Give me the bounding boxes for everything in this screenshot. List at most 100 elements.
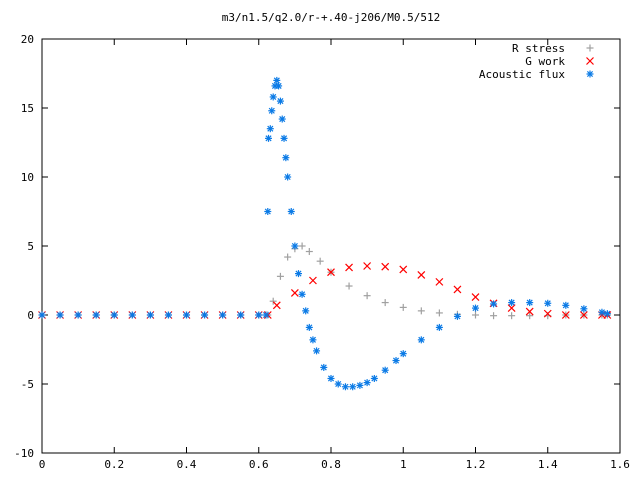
- data-point-acoustic-flux: [472, 304, 479, 312]
- data-point-acoustic-flux: [320, 363, 328, 371]
- data-point-r-stress: [490, 312, 498, 320]
- data-point-r-stress: [316, 257, 324, 265]
- y-tick-label: 0: [27, 309, 34, 322]
- data-point-acoustic-flux: [219, 311, 227, 319]
- data-point-acoustic-flux: [598, 308, 606, 316]
- data-point-acoustic-flux: [255, 311, 263, 319]
- data-point-r-stress: [526, 312, 534, 320]
- data-point-acoustic-flux: [490, 300, 498, 308]
- x-tick-label: 0.4: [177, 458, 197, 471]
- data-point-g-work: [525, 307, 534, 316]
- data-point-g-work: [399, 265, 408, 274]
- series-r-stress: [38, 242, 611, 320]
- data-point-g-work: [327, 268, 335, 277]
- data-point-acoustic-flux: [302, 307, 310, 315]
- data-point-acoustic-flux: [287, 208, 295, 215]
- data-point-r-stress: [381, 299, 389, 307]
- x-tick-label: 1.6: [610, 458, 630, 471]
- legend-label-g-work: G work: [525, 55, 565, 68]
- data-point-acoustic-flux: [56, 311, 64, 319]
- data-point-r-stress: [269, 297, 277, 305]
- data-point-acoustic-flux: [381, 366, 389, 374]
- series-g-work: [38, 262, 612, 319]
- series-acoustic-flux: [38, 76, 611, 391]
- data-point-acoustic-flux: [92, 311, 100, 319]
- data-point-g-work: [579, 311, 588, 319]
- chart-title: m3/n1.5/q2.0/r-+.40-j206/M0.5/512: [222, 11, 441, 24]
- data-point-acoustic-flux: [38, 311, 46, 319]
- y-tick-label: 10: [21, 171, 34, 184]
- data-point-acoustic-flux: [341, 383, 349, 391]
- data-point-g-work: [417, 271, 426, 279]
- y-tick-label: 20: [21, 33, 34, 46]
- data-point-acoustic-flux: [164, 311, 172, 319]
- data-point-g-work: [543, 309, 552, 318]
- data-point-acoustic-flux: [392, 357, 400, 365]
- data-point-acoustic-flux: [266, 125, 274, 133]
- data-point-acoustic-flux: [262, 311, 270, 319]
- data-point-acoustic-flux: [294, 270, 302, 278]
- data-point-acoustic-flux: [183, 311, 190, 319]
- data-point-acoustic-flux: [526, 299, 534, 307]
- data-point-acoustic-flux: [417, 336, 425, 344]
- data-point-acoustic-flux: [269, 93, 277, 101]
- data-point-acoustic-flux: [370, 374, 378, 382]
- data-point-acoustic-flux: [282, 154, 290, 162]
- data-point-acoustic-flux: [268, 107, 276, 115]
- data-point-r-stress: [417, 307, 425, 315]
- data-point-acoustic-flux: [508, 299, 516, 307]
- y-tick-label: -5: [21, 378, 34, 391]
- data-point-acoustic-flux: [110, 311, 118, 319]
- x-tick-label: 0.2: [104, 458, 124, 471]
- y-tick-label: 5: [27, 240, 34, 253]
- legend-label-acoustic-flux: Acoustic flux: [479, 68, 565, 81]
- series-layer: [38, 76, 612, 391]
- data-point-g-work: [272, 301, 281, 310]
- data-point-acoustic-flux: [356, 381, 364, 389]
- data-point-acoustic-flux: [273, 76, 281, 84]
- data-point-acoustic-flux: [544, 299, 552, 307]
- legend-marker-r-stress: [586, 44, 594, 52]
- data-point-r-stress: [435, 309, 443, 317]
- data-point-g-work: [290, 288, 299, 297]
- data-point-acoustic-flux: [74, 311, 82, 319]
- data-point-acoustic-flux: [264, 208, 272, 215]
- data-point-acoustic-flux: [305, 323, 313, 331]
- data-point-acoustic-flux: [265, 134, 273, 142]
- data-point-r-stress: [284, 253, 292, 261]
- x-tick-label: 0: [39, 458, 46, 471]
- data-point-acoustic-flux: [298, 290, 306, 298]
- data-point-acoustic-flux: [275, 82, 283, 90]
- data-point-g-work: [507, 304, 516, 313]
- y-tick-label: -10: [14, 447, 34, 460]
- data-point-g-work: [453, 285, 462, 294]
- data-point-acoustic-flux: [363, 379, 371, 387]
- data-point-acoustic-flux: [237, 311, 245, 319]
- data-point-acoustic-flux: [284, 173, 292, 181]
- data-point-g-work: [561, 311, 570, 319]
- x-tick-label: 1.2: [466, 458, 486, 471]
- data-point-acoustic-flux: [580, 305, 588, 313]
- data-point-g-work: [363, 262, 372, 270]
- data-point-acoustic-flux: [278, 115, 286, 123]
- data-point-acoustic-flux: [313, 347, 321, 355]
- data-point-acoustic-flux: [334, 380, 342, 388]
- data-point-acoustic-flux: [349, 383, 357, 391]
- axis-tick-labels: 0 0.2 0.4 0.6 0.8 1 1.2 1.4 1.6 -10 -5 0 5 10 15 20: [14, 33, 630, 471]
- plot-frame: [41, 38, 621, 454]
- data-point-r-stress: [305, 248, 313, 256]
- data-point-r-stress: [508, 312, 516, 320]
- data-point-acoustic-flux: [146, 311, 154, 319]
- x-tick-label: 0.6: [249, 458, 269, 471]
- data-point-acoustic-flux: [280, 134, 288, 142]
- data-point-acoustic-flux: [291, 242, 299, 250]
- legend-label-r-stress: R stress: [512, 42, 565, 55]
- data-point-acoustic-flux: [562, 301, 570, 309]
- data-point-r-stress: [298, 242, 306, 250]
- data-point-acoustic-flux: [327, 374, 335, 382]
- data-point-g-work: [435, 277, 444, 286]
- data-point-r-stress: [345, 282, 353, 290]
- data-point-r-stress: [399, 303, 407, 311]
